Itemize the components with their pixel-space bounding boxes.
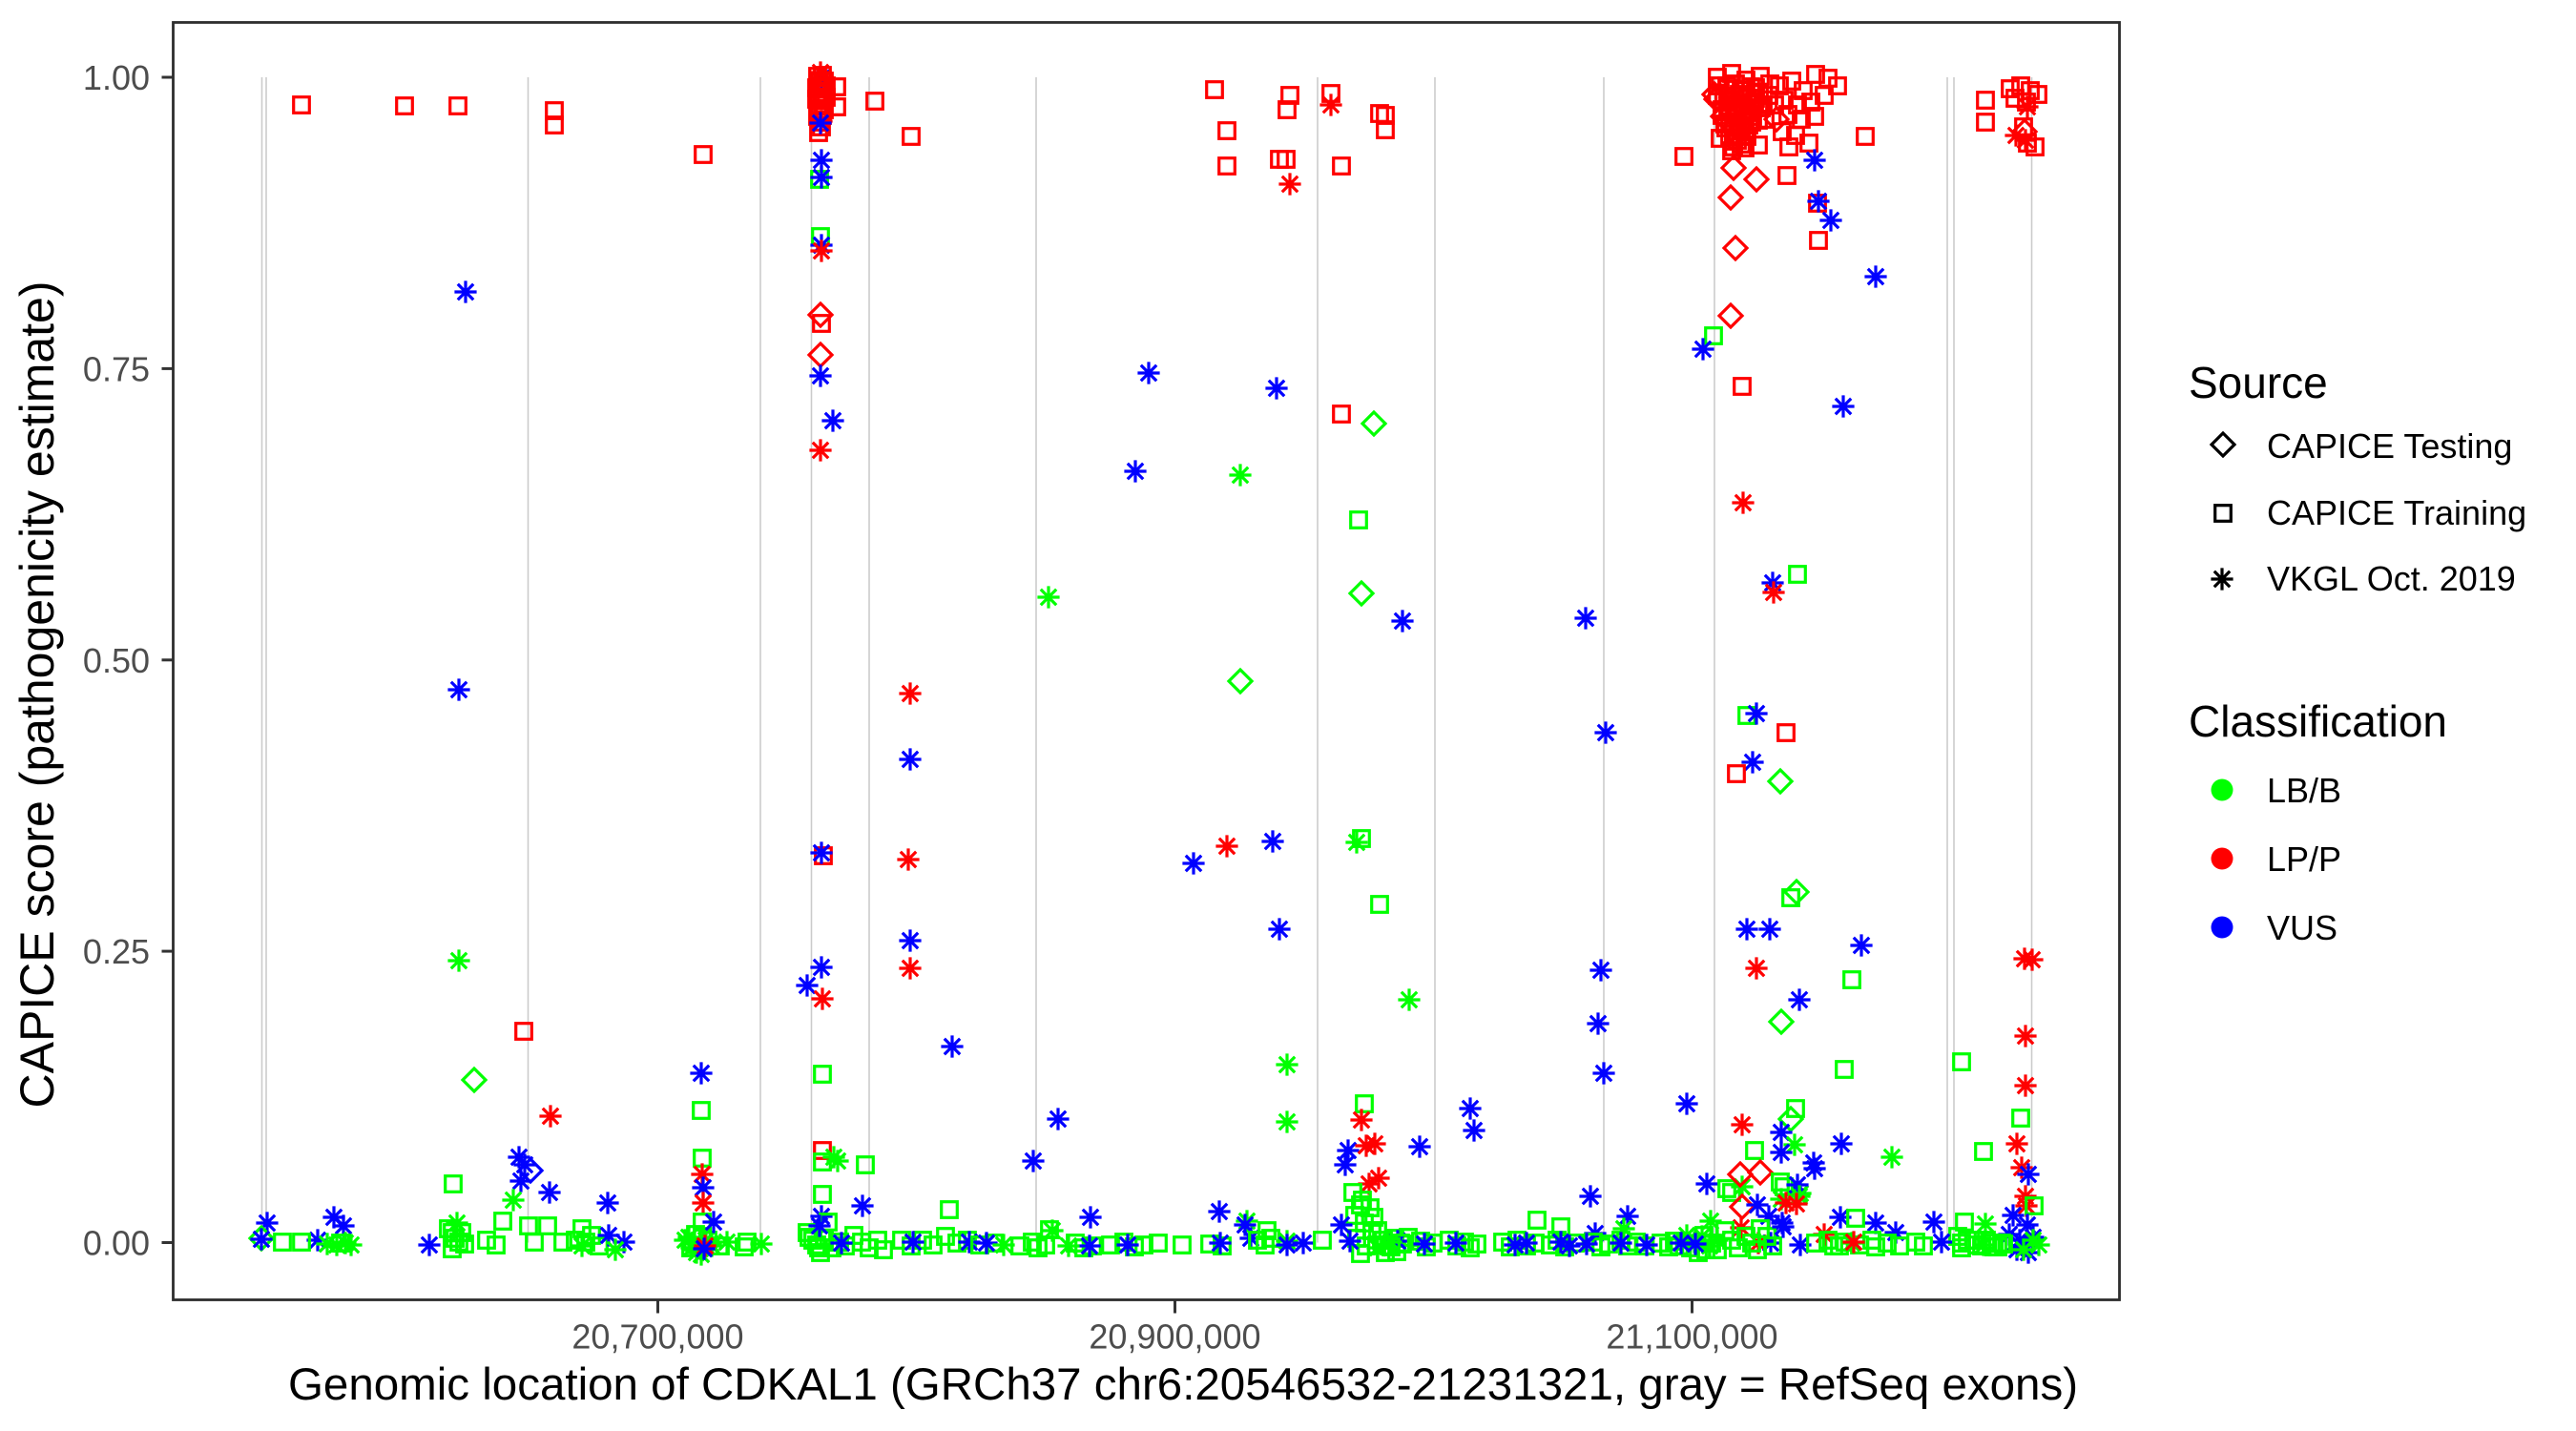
svg-text:Source: Source (2189, 358, 2328, 407)
svg-text:CAPICE Training: CAPICE Training (2267, 493, 2526, 532)
svg-text:0.75: 0.75 (83, 349, 150, 388)
svg-text:20,900,000: 20,900,000 (1089, 1317, 1260, 1357)
svg-text:LP/P: LP/P (2267, 840, 2341, 879)
svg-text:LB/B: LB/B (2267, 771, 2341, 810)
svg-text:0.00: 0.00 (83, 1224, 150, 1263)
svg-text:VKGL Oct. 2019: VKGL Oct. 2019 (2267, 559, 2516, 598)
svg-text:20,700,000: 20,700,000 (571, 1317, 743, 1357)
svg-text:CAPICE Testing: CAPICE Testing (2267, 426, 2512, 466)
svg-text:CAPICE score (pathogenicity es: CAPICE score (pathogenicity estimate) (10, 280, 64, 1108)
svg-text:0.25: 0.25 (83, 932, 150, 971)
svg-text:21,100,000: 21,100,000 (1606, 1317, 1777, 1357)
svg-text:0.50: 0.50 (83, 641, 150, 680)
svg-text:VUS: VUS (2267, 908, 2337, 947)
svg-text:Genomic location of CDKAL1 (GR: Genomic location of CDKAL1 (GRCh37 chr6:… (288, 1359, 2078, 1410)
svg-text:Classification: Classification (2189, 696, 2447, 746)
svg-text:1.00: 1.00 (83, 58, 150, 97)
